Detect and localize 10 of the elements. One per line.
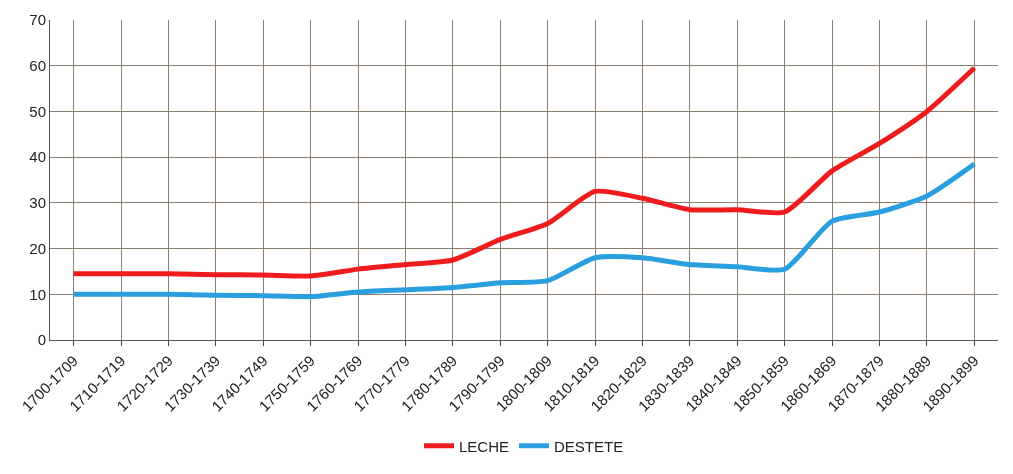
y-tick-label: 40 <box>29 148 46 166</box>
y-tick-label: 20 <box>29 239 46 257</box>
y-tick-label: 50 <box>29 102 46 120</box>
legend-label: LECHE <box>459 437 510 455</box>
y-tick-label: 0 <box>37 331 46 349</box>
y-tick-label: 10 <box>29 285 46 303</box>
y-tick-label: 70 <box>29 11 46 29</box>
y-tick-label: 60 <box>29 56 46 74</box>
y-tick-label: 30 <box>29 194 46 212</box>
legend-label: DESTETE <box>554 437 624 455</box>
